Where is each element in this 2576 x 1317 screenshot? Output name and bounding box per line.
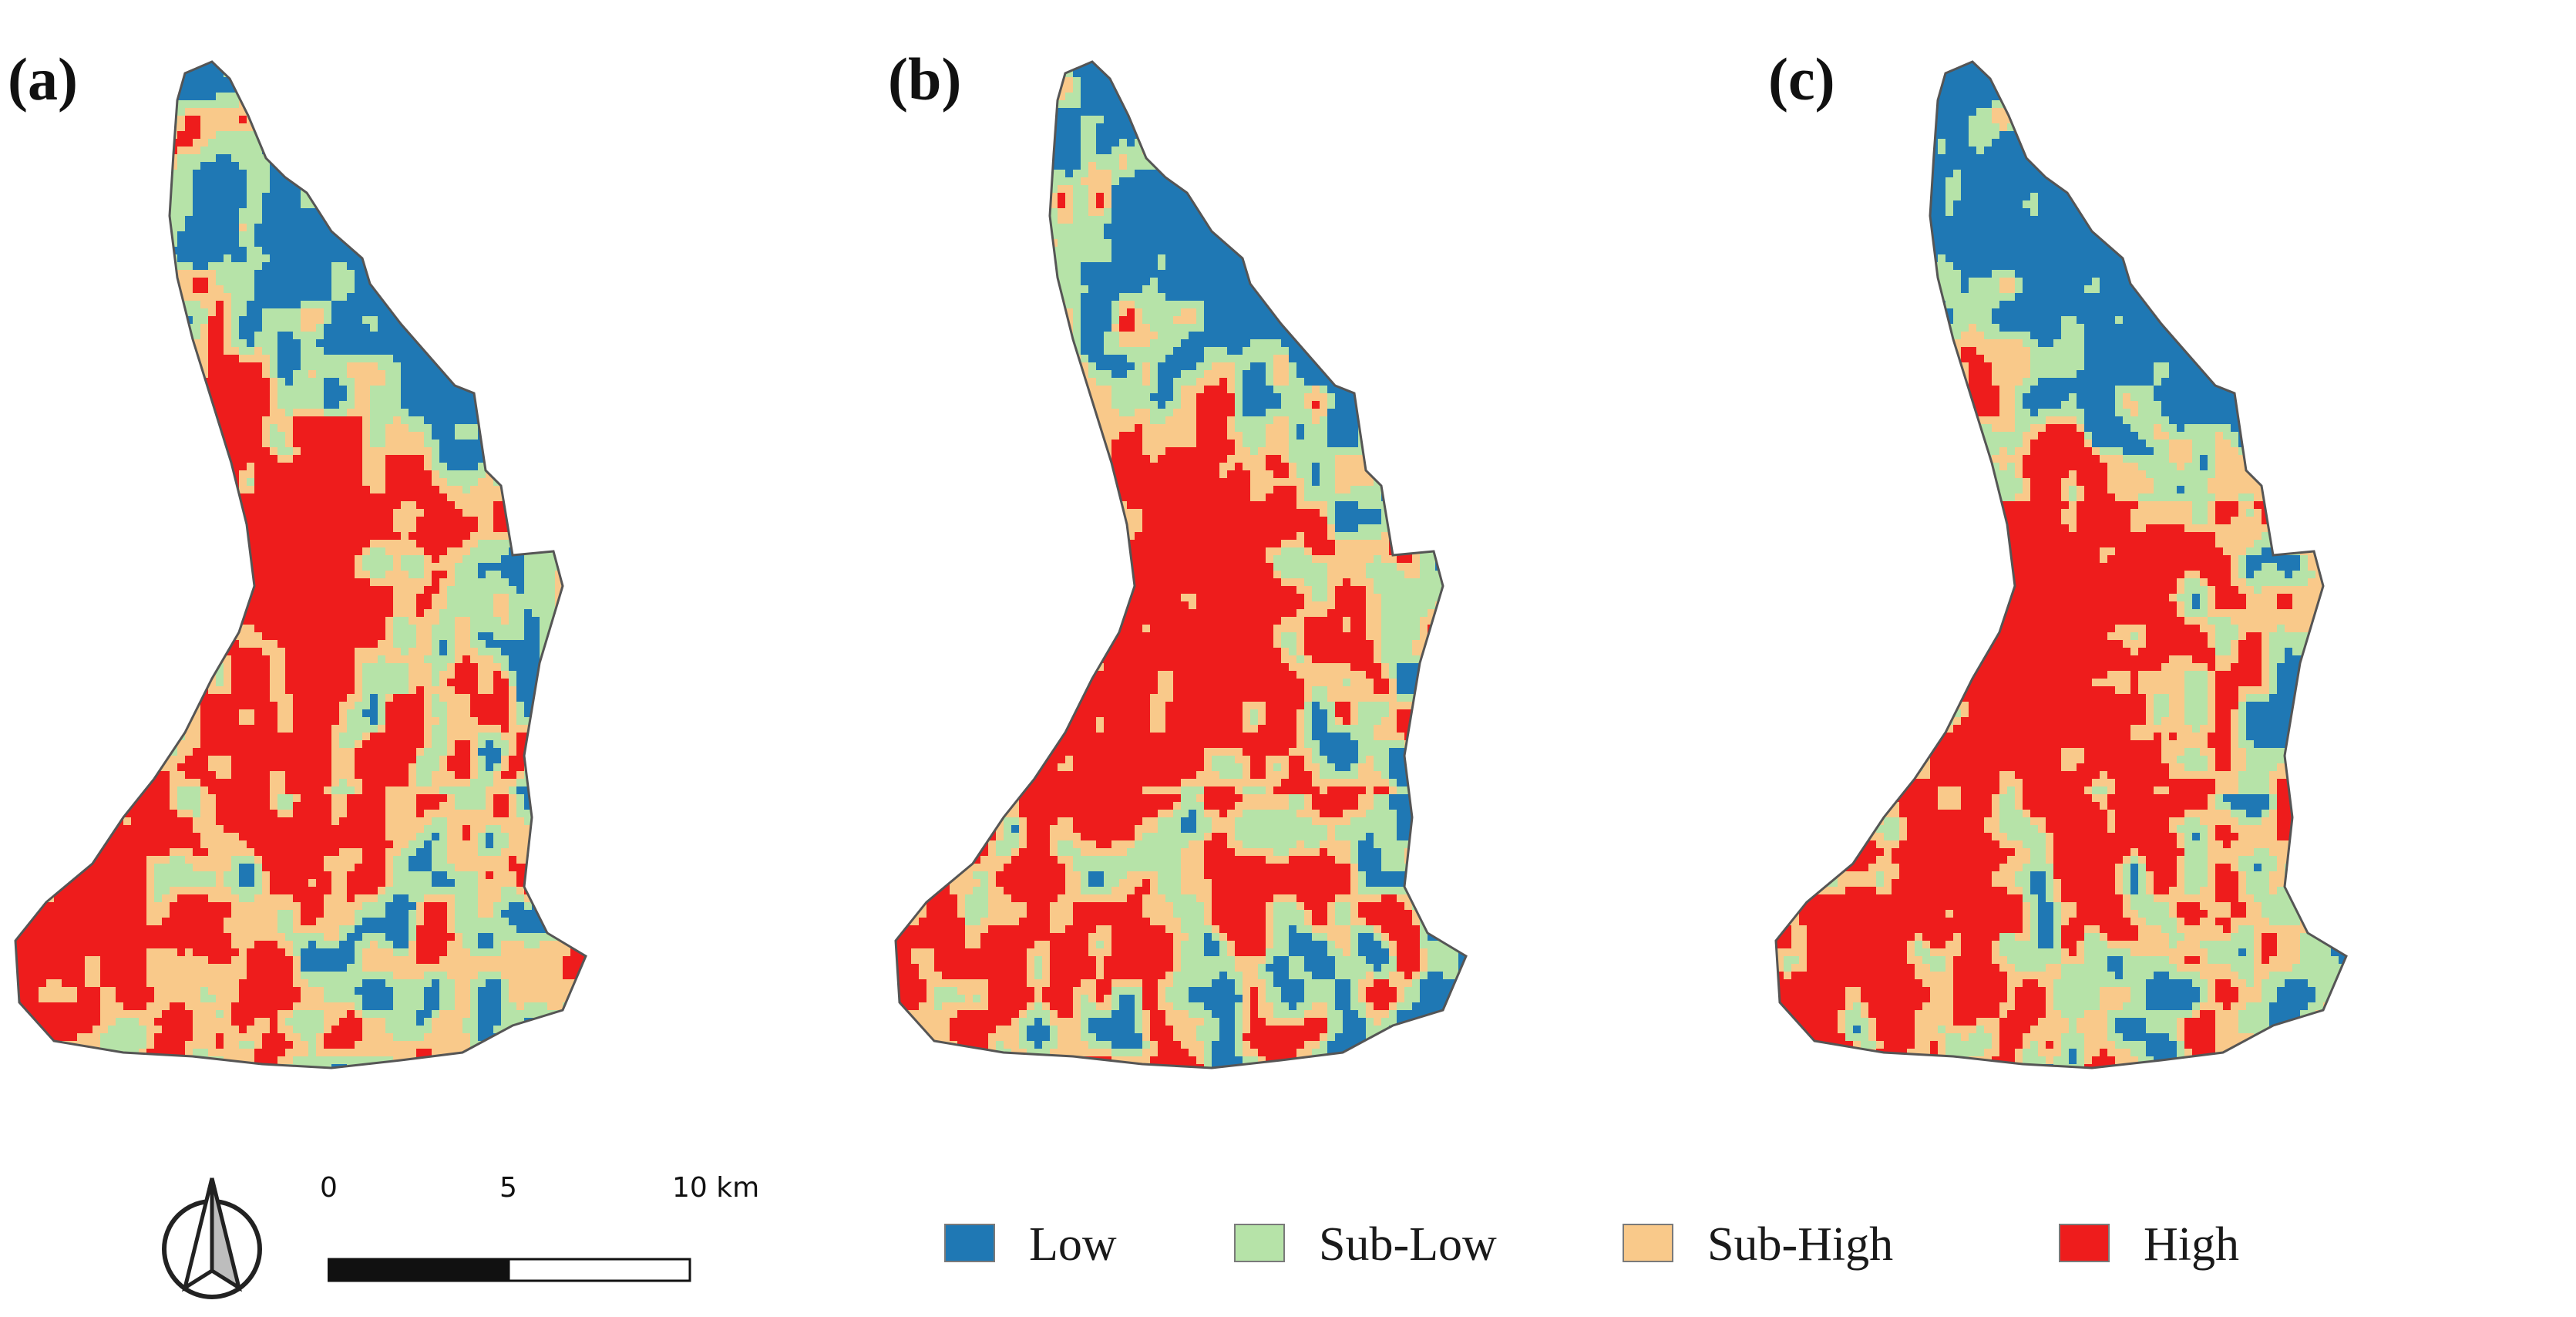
legend-swatch-sub-low xyxy=(1234,1224,1285,1262)
map-raster xyxy=(15,62,586,1068)
study-area-boundary xyxy=(1774,60,2348,1069)
map-panel-c: (c) xyxy=(1760,0,2576,1110)
north-arrow-icon xyxy=(162,1177,262,1299)
panel-label-b: (b) xyxy=(888,45,962,113)
class-region-sub-low xyxy=(1776,62,2346,1068)
study-area-boundary xyxy=(14,60,587,1069)
panel-label-a: (a) xyxy=(8,45,78,113)
legend-label-sub-high: Sub-High xyxy=(1707,1218,1894,1271)
classification-map-a xyxy=(14,60,587,1069)
legend-swatch-high xyxy=(2059,1224,2110,1262)
class-region-high xyxy=(1776,347,2346,1068)
map-panel-b: (b) xyxy=(880,0,1739,1110)
class-region-high xyxy=(15,62,586,1068)
legend-label-high: High xyxy=(2144,1218,2239,1271)
scale-tick-0: 0 xyxy=(320,1172,338,1204)
class-region-sub-high xyxy=(15,62,586,1068)
class-region-sub-high xyxy=(896,62,1466,1068)
scale-tick-10: 10 km xyxy=(672,1172,760,1204)
scale-bar-group: 0 5 10 km xyxy=(154,1172,771,1311)
scale-tick-5: 5 xyxy=(499,1172,517,1204)
study-area-boundary xyxy=(894,60,1468,1069)
legend-swatch-low xyxy=(944,1224,995,1262)
map-raster xyxy=(896,62,1466,1068)
legend-label-sub-low: Sub-Low xyxy=(1319,1218,1497,1271)
classification-map-c xyxy=(1774,60,2348,1069)
panel-label-c: (c) xyxy=(1768,45,1835,113)
legend-swatch-sub-high xyxy=(1623,1224,1673,1262)
legend-label-low: Low xyxy=(1029,1218,1117,1271)
map-raster xyxy=(1776,62,2346,1068)
class-region-sub-high xyxy=(1776,62,2346,1068)
scale-bar xyxy=(328,1258,691,1282)
map-panel-a: (a) xyxy=(0,0,859,1110)
classification-map-b xyxy=(894,60,1468,1069)
